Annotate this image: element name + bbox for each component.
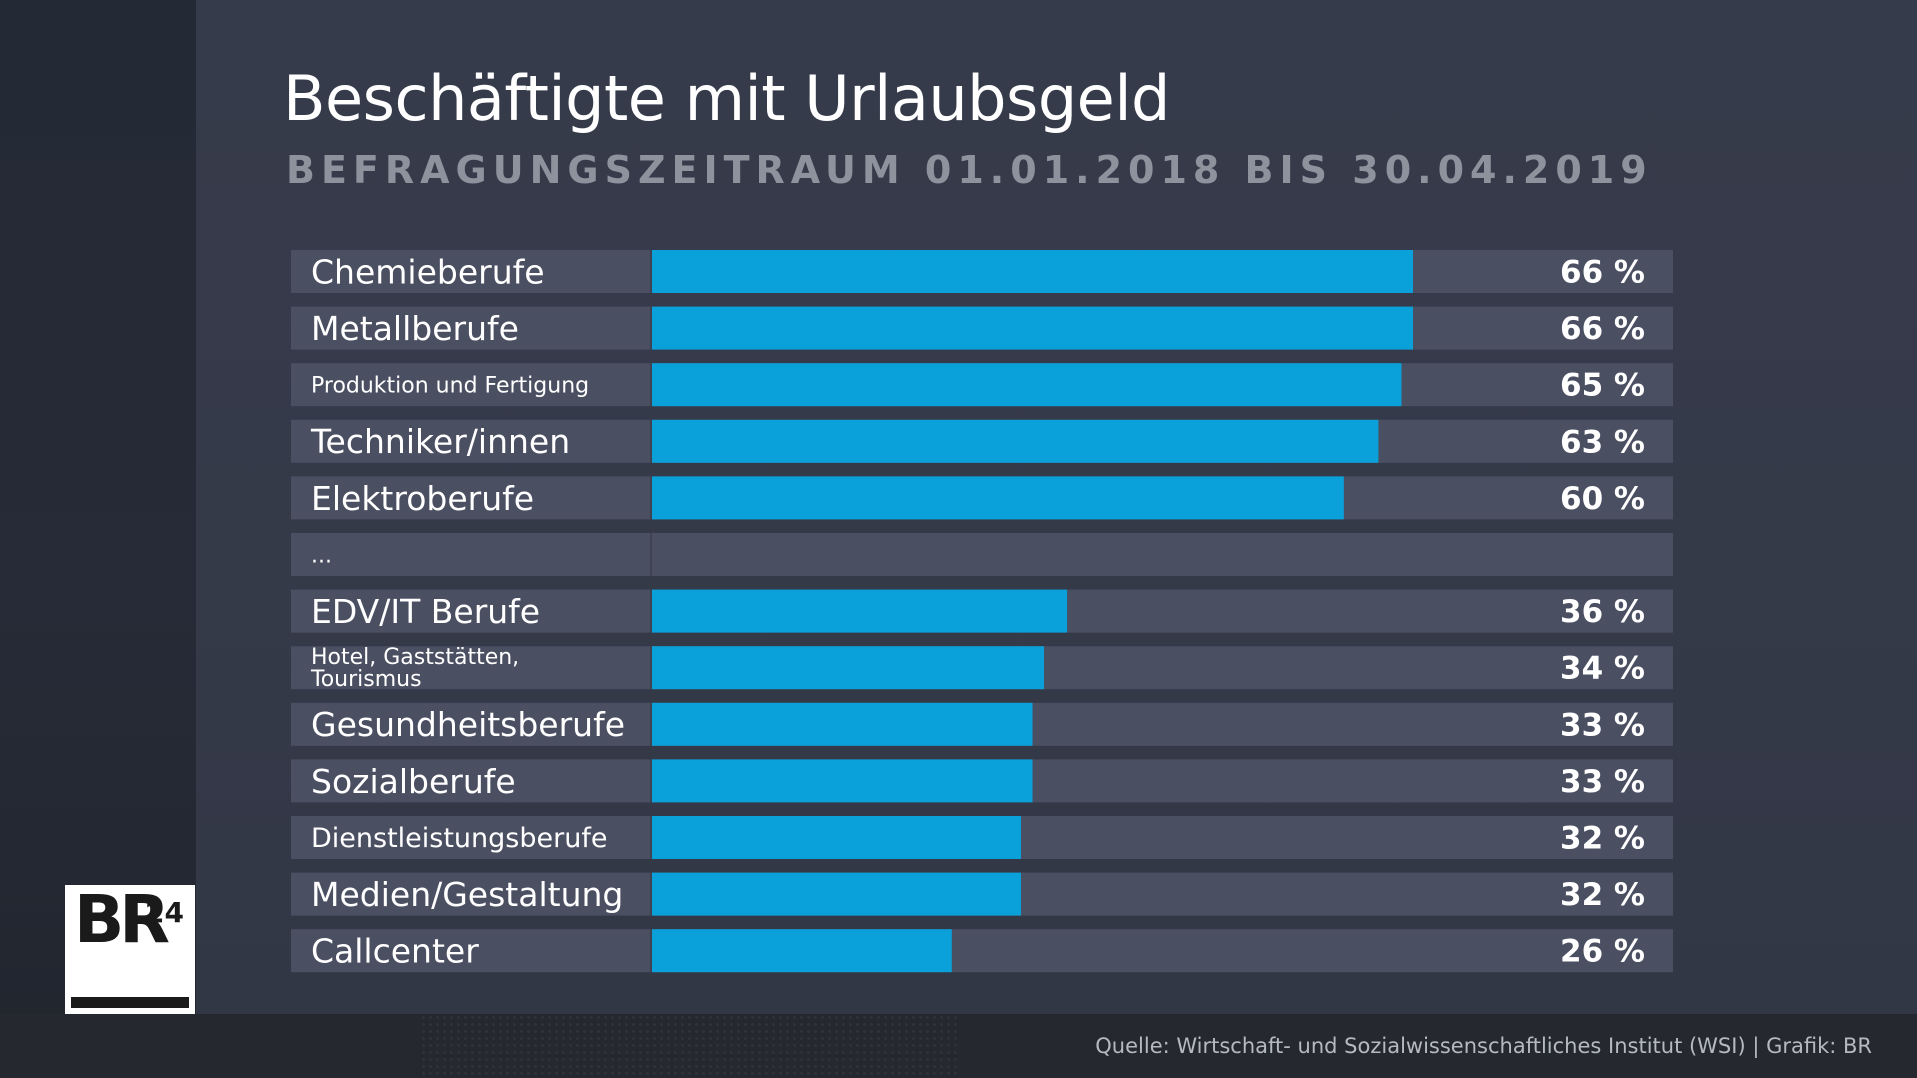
left-strip bbox=[0, 0, 196, 1014]
bar-row-sozialberufe: Sozialberufe 33 % bbox=[291, 759, 1673, 803]
bar bbox=[652, 476, 1344, 520]
br24-logo: BR 24 bbox=[65, 885, 195, 1015]
value-label: 32 % bbox=[1560, 821, 1645, 857]
value-label: 32 % bbox=[1560, 877, 1645, 913]
bar-row-elektroberufe: Elektroberufe 60 % bbox=[291, 476, 1673, 520]
bar bbox=[652, 929, 952, 973]
category-label: ... bbox=[311, 543, 332, 568]
bar-row-metallberufe: Metallberufe 66 % bbox=[291, 306, 1673, 350]
bar-row-ellipsis: ... bbox=[291, 533, 1673, 576]
value-label: 34 % bbox=[1560, 651, 1645, 687]
row-separator bbox=[650, 816, 652, 859]
value-label: 60 % bbox=[1560, 481, 1645, 517]
category-label: Dienstleistungsberufe bbox=[311, 823, 607, 854]
row-separator bbox=[650, 872, 652, 916]
category-label: EDV/IT Berufe bbox=[311, 592, 540, 631]
bar-row-chemieberufe: Chemieberufe 66 % bbox=[291, 250, 1673, 293]
chart-subtitle: BEFRAGUNGSZEITRAUM 01.01.2018 BIS 30.04.… bbox=[286, 148, 1653, 192]
bar-row-hotel-gaststätten-tourismus: Hotel, Gaststätten, Tourismus 34 % bbox=[291, 645, 1673, 692]
category-label: Elektroberufe bbox=[311, 479, 534, 518]
row-separator bbox=[650, 533, 652, 576]
bar-chart: Chemieberufe 66 % Metallberufe 66 % Produkti… bbox=[291, 250, 1673, 973]
value-label: 26 % bbox=[1560, 934, 1645, 970]
category-label: Metallberufe bbox=[311, 309, 519, 348]
category-label: Chemieberufe bbox=[311, 252, 545, 291]
bar-row-techniker-innen: Techniker/innen 63 % bbox=[291, 419, 1673, 463]
category-label: Techniker/innen bbox=[310, 422, 570, 461]
bar bbox=[652, 589, 1068, 633]
bar-row-gesundheitsberufe: Gesundheitsberufe 33 % bbox=[291, 702, 1673, 746]
bar bbox=[652, 702, 1033, 746]
value-label: 66 % bbox=[1560, 255, 1645, 291]
source-credit: Quelle: Wirtschaft- und Sozialwissenscha… bbox=[1095, 1034, 1872, 1058]
bar-row-medien-gestaltung: Medien/Gestaltung 32 % bbox=[291, 872, 1673, 916]
bar bbox=[652, 759, 1033, 803]
row-separator bbox=[650, 306, 652, 350]
bar bbox=[652, 250, 1413, 293]
bar bbox=[652, 419, 1379, 463]
value-label: 33 % bbox=[1560, 707, 1645, 743]
value-label: 36 % bbox=[1560, 594, 1645, 630]
value-label: 33 % bbox=[1560, 764, 1645, 800]
row-separator bbox=[650, 646, 652, 690]
logo-underline bbox=[71, 997, 189, 1008]
category-label: Produktion und Fertigung bbox=[311, 374, 589, 399]
logo-number: 24 bbox=[145, 896, 184, 929]
bar-row-edv-it-berufe: EDV/IT Berufe 36 % bbox=[291, 589, 1673, 633]
category-label: Medien/Gestaltung bbox=[311, 875, 623, 914]
category-label: Hotel, Gaststätten, Tourismus bbox=[310, 645, 519, 692]
bar bbox=[652, 646, 1045, 690]
bar-row-produktion-und-fertigung: Produktion und Fertigung 65 % bbox=[291, 363, 1673, 407]
bar-row-callcenter: Callcenter 26 % bbox=[291, 929, 1673, 973]
logo-text: BR bbox=[74, 881, 170, 958]
row-separator bbox=[650, 929, 652, 973]
row-separator bbox=[650, 759, 652, 803]
bar-track bbox=[291, 533, 1673, 576]
value-label: 65 % bbox=[1560, 368, 1645, 404]
bar bbox=[652, 816, 1021, 859]
row-separator bbox=[650, 363, 652, 407]
row-separator bbox=[650, 419, 652, 463]
row-separator bbox=[650, 702, 652, 746]
category-label: Callcenter bbox=[311, 932, 479, 971]
row-separator bbox=[650, 250, 652, 293]
bar-track bbox=[291, 929, 1673, 973]
bar bbox=[652, 872, 1021, 916]
category-label: Sozialberufe bbox=[311, 762, 516, 801]
chart-title: Beschäftigte mit Urlaubsgeld bbox=[283, 62, 1170, 135]
row-separator bbox=[650, 476, 652, 520]
bar bbox=[652, 306, 1413, 350]
bar bbox=[652, 363, 1402, 407]
bar-row-dienstleistungsberufe: Dienstleistungsberufe 32 % bbox=[291, 816, 1673, 859]
footer bbox=[0, 1014, 1917, 1078]
category-label: Gesundheitsberufe bbox=[311, 705, 625, 744]
value-label: 63 % bbox=[1560, 424, 1645, 460]
row-separator bbox=[650, 589, 652, 633]
footer-map-pattern bbox=[420, 1014, 960, 1078]
value-label: 66 % bbox=[1560, 311, 1645, 347]
